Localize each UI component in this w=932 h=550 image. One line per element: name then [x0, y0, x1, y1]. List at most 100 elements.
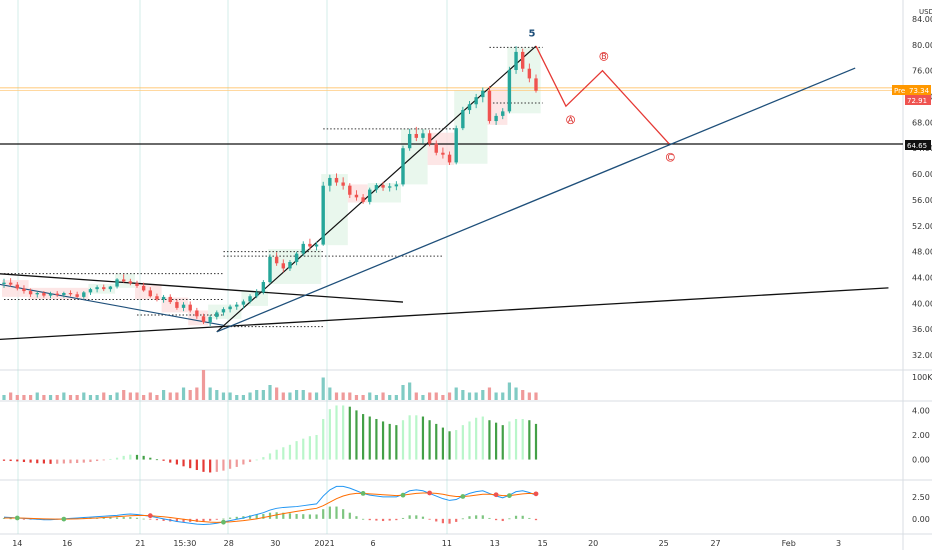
volume-bar [135, 392, 139, 400]
osc-hist-bar [295, 514, 298, 519]
candle-body [42, 293, 46, 296]
macd-hist-bar [381, 421, 385, 460]
macd-hist-bar [222, 459, 225, 471]
candle-body [28, 291, 33, 295]
volume-bar [248, 392, 252, 400]
volume-bar [168, 392, 172, 400]
range-box-15 [454, 90, 488, 164]
trendline-1 [0, 287, 889, 341]
osc-hist-bar [195, 518, 198, 522]
volume-bar [261, 390, 265, 400]
time-tick-label: 15 [538, 539, 548, 548]
macd-hist-bar [282, 447, 285, 460]
trendline-0 [0, 273, 404, 303]
candle-body [248, 296, 252, 302]
osc-hist-bar [415, 515, 418, 519]
cross-dot [460, 494, 466, 499]
wave-label: C [668, 153, 674, 162]
time-tick-label: 2021 [314, 539, 334, 548]
candle-body [82, 292, 86, 297]
volume-bar [368, 392, 372, 400]
price-tick-label: 40.00 [912, 299, 932, 308]
macd-hist-bar [135, 454, 139, 460]
osc-hist-bar [335, 506, 338, 519]
volume-bar [122, 390, 126, 400]
candle-body [235, 304, 239, 307]
volume-bar [75, 395, 79, 400]
candle-body [15, 284, 19, 289]
candle-body [102, 287, 106, 290]
osc-hist-bar [408, 515, 411, 519]
volume-bar [321, 377, 325, 400]
macd-lines-panel [2, 485, 539, 526]
macd-hist-bar [275, 449, 278, 460]
candle-body [115, 279, 119, 287]
price-tick-label: 68.00 [912, 118, 932, 127]
candle-body [48, 293, 53, 296]
macd-hist-bar [16, 459, 19, 462]
volume-bar [428, 392, 432, 400]
osc-hist-bar [109, 517, 112, 519]
macd-hist-bar [448, 431, 451, 460]
macd-hist-bar [102, 459, 105, 461]
volume-bar [461, 390, 465, 400]
osc-hist-bar [368, 518, 371, 521]
macd-hist-bar [481, 416, 484, 460]
volume-bar [467, 392, 472, 400]
candle-body [2, 282, 6, 284]
macd-hist-bar [115, 457, 119, 460]
pre-price-value: 73.34 [909, 87, 930, 95]
osc-hist-bar [282, 512, 285, 519]
volume-bar [29, 395, 33, 400]
macd-hist-bar [122, 455, 125, 460]
osc-hist-bar [488, 517, 491, 519]
volume-bar [115, 392, 119, 400]
osc-hist-bar [455, 518, 458, 522]
volume-bar [88, 395, 93, 400]
macd-hist-bar [421, 416, 425, 460]
time-tick-label: 3 [836, 539, 841, 548]
price-tick-label: 76.00 [912, 67, 932, 76]
volume-bar [275, 387, 279, 400]
macd-hist-bar [149, 457, 152, 460]
candle-body [301, 243, 305, 254]
volume-bar [507, 382, 511, 400]
volume-bar [408, 382, 412, 400]
osc-hist-bar [162, 518, 165, 521]
candle-body [348, 185, 352, 195]
candle-body [461, 110, 465, 129]
candle-body [255, 292, 259, 297]
time-tick-label: 13 [490, 539, 500, 548]
trendlines [0, 45, 903, 341]
range-box-4 [135, 283, 162, 300]
macd-hist-bar [435, 423, 438, 460]
volume-bar [9, 392, 13, 400]
volume-bar [361, 395, 365, 400]
wave-circle [665, 152, 675, 162]
candle-body [155, 296, 159, 300]
macd-hist-bar [295, 441, 298, 460]
volume-bar [288, 392, 292, 400]
price-labels: USD Pre 73.34 72.91 64.65 [892, 8, 932, 150]
volume-bar [434, 392, 438, 400]
range-box-2 [88, 283, 116, 294]
volume-bar [295, 390, 299, 400]
candle-body [274, 256, 279, 264]
macd-hist-bar [441, 427, 444, 460]
macd-hist-bar [501, 425, 504, 460]
macd-hist-bar [315, 434, 318, 460]
volume-bar [381, 392, 385, 400]
candle-body [374, 185, 379, 190]
osc-tick-label: 2.50 [912, 493, 930, 502]
candle-body [481, 90, 485, 98]
volume-bar [487, 387, 492, 400]
time-tick-label: 15:30 [173, 539, 196, 548]
osc-hist-bar [9, 518, 12, 520]
macd-hist-bar [308, 436, 311, 460]
macd-hist-bar [475, 417, 478, 460]
candle-body [314, 244, 319, 247]
macd-hist-bar [495, 422, 498, 460]
macd-hist-bar [109, 458, 112, 460]
volume-bar [388, 395, 392, 400]
trendline-4 [0, 283, 224, 326]
